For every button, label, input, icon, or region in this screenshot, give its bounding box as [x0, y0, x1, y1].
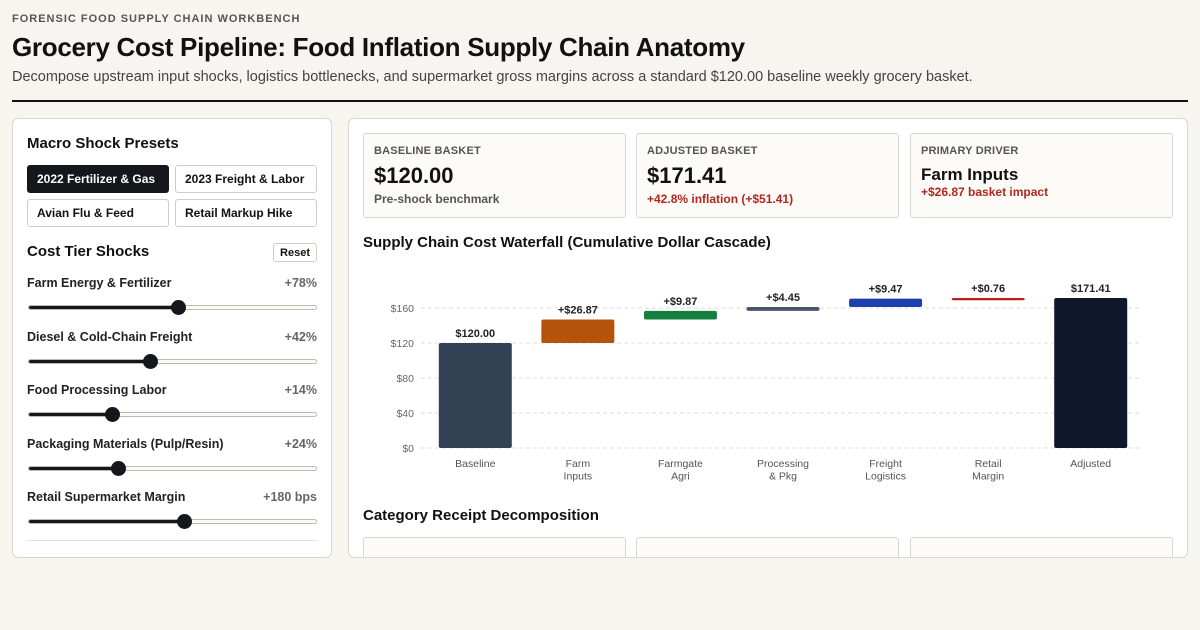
slider-fill — [29, 520, 184, 523]
bar-value-label: $171.41 — [1071, 283, 1111, 295]
slider-fill — [29, 359, 150, 363]
preset-button-retail-markup[interactable]: Retail Markup Hike — [175, 199, 317, 227]
controls-panel: Macro Shock Presets 2022 Fertilizer & Ga… — [12, 118, 332, 558]
kpi-subtext: Pre-shock benchmark — [374, 192, 500, 206]
header-divider — [12, 100, 1188, 102]
presets-title: Macro Shock Presets — [27, 135, 179, 152]
y-tick-label: $120 — [391, 338, 415, 350]
slider-fill — [29, 306, 179, 309]
shock-slider[interactable] — [28, 460, 317, 476]
kpi-subtext: +$26.87 basket impact — [921, 185, 1049, 199]
y-tick-label: $80 — [396, 373, 414, 385]
bar-value-label: $120.00 — [455, 328, 495, 340]
preset-button-avian-flu[interactable]: Avian Flu & Feed — [27, 199, 169, 227]
waterfall-bar[interactable] — [541, 319, 615, 343]
kpi-primary-driver: PRIMARY DRIVER Farm Inputs +$26.87 baske… — [910, 133, 1173, 218]
waterfall-title: Supply Chain Cost Waterfall (Cumulative … — [363, 234, 771, 251]
eyebrow: FORENSIC FOOD SUPPLY CHAIN WORKBENCH — [12, 13, 301, 25]
preset-button-fertilizer-gas[interactable]: 2022 Fertilizer & Gas — [27, 165, 169, 193]
waterfall-bar[interactable] — [438, 343, 512, 448]
shock-label: Diesel & Cold-Chain Freight — [27, 329, 193, 344]
slider-thumb[interactable] — [176, 514, 192, 529]
kpi-adjusted-basket: ADJUSTED BASKET $171.41 +42.8% inflation… — [636, 133, 899, 218]
slider-fill — [29, 466, 118, 470]
slider-thumb[interactable] — [142, 353, 158, 369]
x-tick-label: Baseline — [455, 458, 495, 470]
waterfall-bar[interactable] — [849, 298, 923, 307]
slider-thumb[interactable] — [105, 407, 121, 422]
bar-value-label: +$0.76 — [971, 283, 1005, 295]
shocks-title: Cost Tier Shocks — [27, 243, 150, 260]
bar-value-label: +$9.47 — [869, 284, 903, 296]
results-panel: BASELINE BASKET $120.00 Pre-shock benchm… — [348, 118, 1188, 558]
kpi-value: $120.00 — [374, 163, 454, 188]
slider-thumb[interactable] — [110, 460, 126, 476]
shock-label: Packaging Materials (Pulp/Resin) — [27, 436, 224, 451]
shock-value: +14% — [284, 383, 317, 397]
shock-value: +42% — [284, 329, 317, 344]
x-tick-label: Adjusted — [1070, 458, 1111, 470]
x-tick-label: Logistics — [865, 471, 906, 483]
shock-label: Retail Supermarket Margin — [27, 490, 186, 504]
y-tick-label: $40 — [396, 408, 414, 420]
kpi-subtext: +42.8% inflation (+$51.41) — [647, 192, 794, 206]
preset-button-freight-labor[interactable]: 2023 Freight & Labor — [175, 165, 317, 193]
x-tick-label: Inputs — [564, 471, 593, 483]
shock-value: +24% — [284, 436, 317, 451]
waterfall-chart: $0 $40 $80 $120 $160 $120.00 Baseline +$26.87 Fa… — [391, 283, 1139, 483]
waterfall-bar[interactable] — [1054, 298, 1128, 448]
kpi-baseline-basket: BASELINE BASKET $120.00 Pre-shock benchm… — [363, 133, 626, 218]
bar-value-label: +$9.87 — [663, 296, 697, 308]
y-tick-label: $160 — [391, 303, 415, 315]
x-tick-label: Retail — [975, 458, 1002, 470]
kpi-label: PRIMARY DRIVER — [921, 145, 1019, 157]
category-title: Category Receipt Decomposition — [363, 507, 599, 524]
reset-button[interactable]: Reset — [273, 243, 317, 262]
y-tick-label: $0 — [402, 443, 414, 455]
shock-slider[interactable] — [28, 407, 317, 422]
waterfall-bar[interactable] — [643, 310, 717, 320]
x-tick-label: Margin — [972, 471, 1004, 483]
shock-slider[interactable] — [28, 353, 317, 369]
bar-value-label: +$26.87 — [558, 304, 598, 316]
kpi-label: ADJUSTED BASKET — [647, 145, 758, 157]
panel-divider — [27, 540, 317, 541]
waterfall-bar[interactable] — [746, 306, 820, 311]
slider-fill — [29, 413, 113, 416]
category-card — [910, 537, 1173, 557]
page-title: Grocery Cost Pipeline: Food Inflation Su… — [12, 32, 745, 62]
slider-thumb[interactable] — [171, 300, 187, 315]
page-subtitle: Decompose upstream input shocks, logisti… — [12, 69, 973, 85]
shock-label: Farm Energy & Fertilizer — [27, 276, 172, 290]
x-tick-label: & Pkg — [769, 471, 797, 483]
shock-value: +180 bps — [263, 490, 317, 504]
category-card — [636, 537, 899, 557]
shock-value: +78% — [284, 276, 317, 290]
x-tick-label: Freight — [869, 458, 902, 470]
x-tick-label: Farm — [566, 458, 591, 470]
kpi-value: Farm Inputs — [921, 165, 1019, 184]
waterfall-bar[interactable] — [951, 298, 1025, 301]
category-card — [363, 537, 626, 557]
bar-value-label: +$4.45 — [766, 292, 800, 304]
shock-slider[interactable] — [28, 300, 317, 315]
x-tick-label: Processing — [757, 458, 809, 470]
shock-slider[interactable] — [28, 514, 317, 529]
x-tick-label: Farmgate — [658, 458, 703, 470]
kpi-value: $171.41 — [647, 163, 727, 188]
x-tick-label: Agri — [671, 471, 690, 483]
shock-label: Food Processing Labor — [27, 383, 167, 397]
kpi-label: BASELINE BASKET — [374, 145, 481, 157]
